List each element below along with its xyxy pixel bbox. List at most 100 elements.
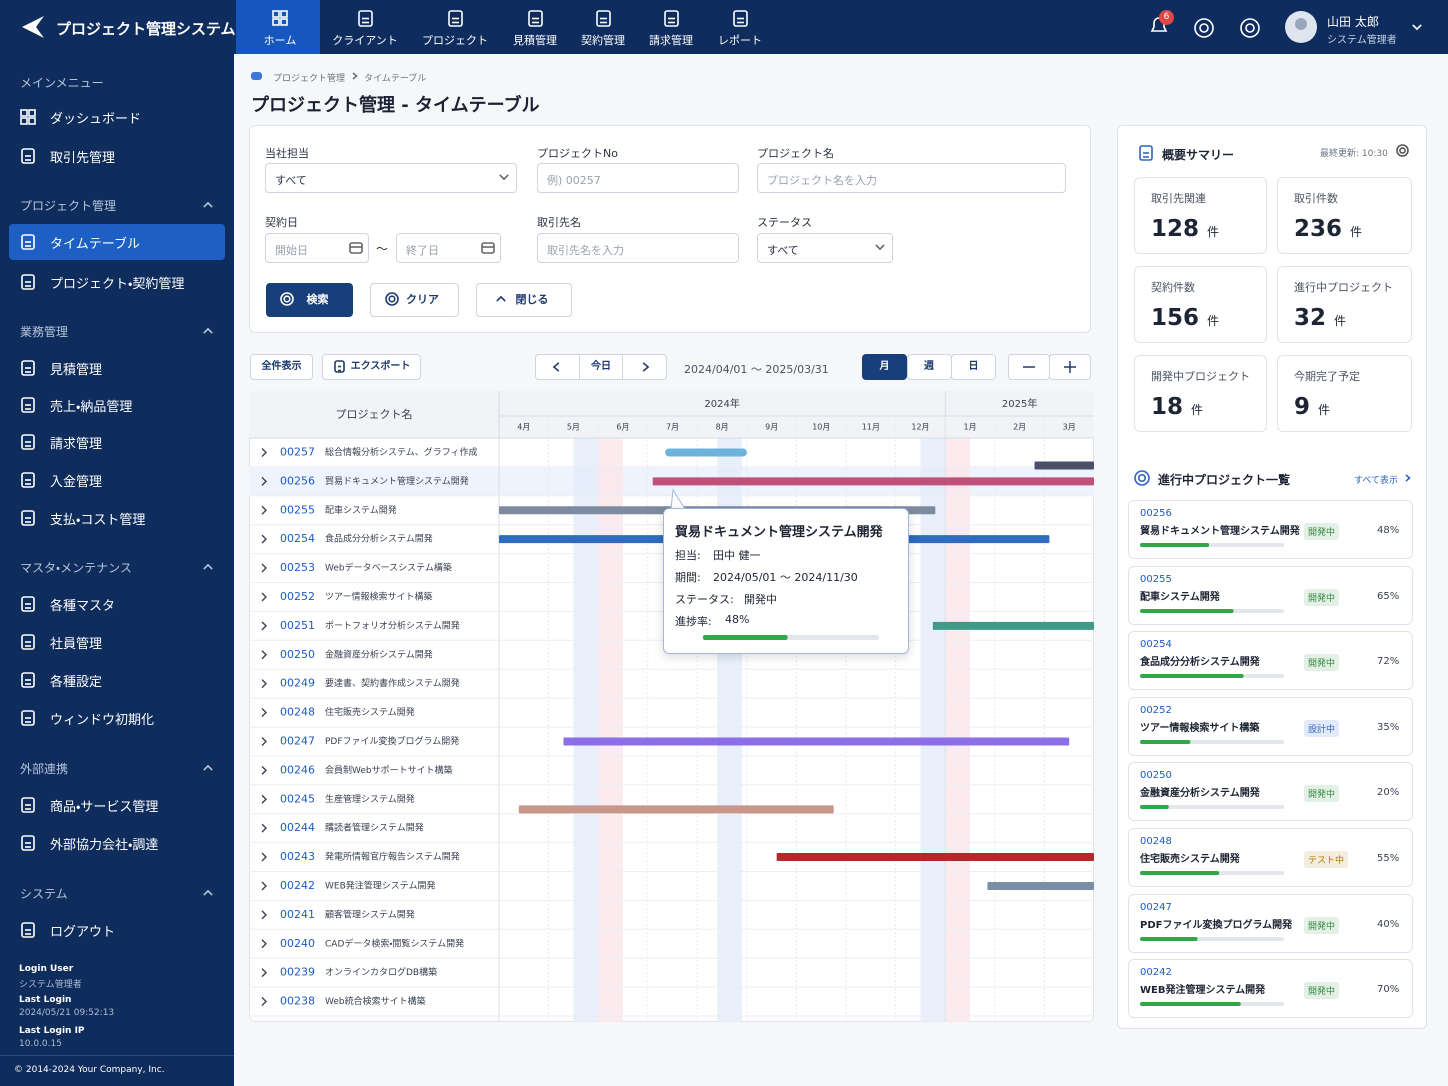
project-name: PDFファイル変換プログラム開発 [325, 735, 459, 747]
sidebar-item[interactable]: 社員管理 [50, 637, 103, 652]
button[interactable]: クリア [370, 283, 459, 317]
sidebar-item[interactable]: プロジェクト・契約管理 [50, 277, 185, 292]
icon-part [21, 672, 35, 688]
toolbar-button[interactable]: 月 [862, 354, 907, 380]
sidebar-item[interactable]: ダッシュボード [50, 112, 142, 127]
notification-badge[interactable]: 6 [1159, 10, 1174, 25]
gantt-bar [665, 448, 747, 457]
icon-part [528, 10, 543, 27]
icon-part [21, 274, 35, 290]
filter-input[interactable]: すべて [757, 233, 893, 263]
project-name: 貿易ドキュメント管理システム開発 [1140, 526, 1300, 537]
sidebar-item[interactable]: ログアウト [50, 925, 116, 940]
project-name: CADデータ検索・閲覧システム開発 [325, 937, 464, 949]
project-card[interactable]: 00256 貿易ドキュメント管理システム開発 開発中 48% [1128, 500, 1413, 559]
filter-input[interactable]: 例) 00257 [537, 163, 739, 193]
filter-input[interactable]: プロジェクト名を入力 [757, 163, 1066, 193]
sidebar-item[interactable]: 商品・サービス管理 [50, 800, 159, 815]
project-card[interactable]: 00242 WEB発注管理システム開発 開発中 70% [1128, 959, 1413, 1019]
icon-part [733, 10, 748, 27]
progress-bar [1140, 739, 1191, 744]
zoom-in[interactable] [1049, 354, 1091, 380]
icon-part [552, 362, 560, 372]
icon [733, 10, 748, 27]
toolbar-button[interactable]: 週 [906, 354, 952, 380]
month-label: 9月 [765, 423, 778, 432]
nav-tab[interactable]: 請求管理 [649, 34, 693, 47]
icon-part [1138, 474, 1147, 483]
nav-tab[interactable]: プロジェクト [422, 34, 488, 47]
project-id: 00254 [1140, 639, 1172, 651]
nav-tab[interactable]: 契約管理 [581, 34, 625, 47]
row-expand [261, 534, 267, 544]
filter-input[interactable]: 開始日 [265, 233, 369, 263]
status-pill: テスト中 [1304, 851, 1349, 868]
sidebar-item[interactable]: タイムテーブル [50, 237, 140, 252]
project-id: 00256 [280, 474, 315, 487]
nav-tab[interactable]: 見積管理 [513, 34, 557, 47]
sidebar-item[interactable]: 各種設定 [50, 675, 103, 690]
toolbar-button[interactable]: 日 [951, 354, 996, 380]
sidebar-item[interactable]: 取引先管理 [50, 151, 116, 166]
progress [1140, 871, 1284, 875]
icon-part [21, 434, 35, 450]
project-id: 00255 [280, 503, 315, 516]
project-card[interactable]: 00255 配車システム開発 開発中 65% [1128, 565, 1413, 625]
list-link[interactable]: すべて表示 [1354, 476, 1399, 486]
sidebar-item[interactable]: 各種マスタ [50, 599, 116, 614]
project-card[interactable]: 00254 食品成分分析システム開発 開発中 72% [1128, 631, 1413, 691]
sidebar-item[interactable]: 外部協力会社・調達 [50, 838, 159, 853]
nav-tab[interactable]: ホーム [263, 34, 297, 47]
gantt-bar [932, 621, 1094, 630]
project-card[interactable]: 00248 住宅販売システム開発 テスト中 55% [1128, 828, 1413, 887]
sidebar-item[interactable]: 支払・コスト管理 [50, 513, 146, 528]
icon-part [1405, 474, 1411, 482]
icon [21, 510, 35, 526]
icon [21, 274, 35, 290]
row-expand [261, 968, 267, 978]
filter-label: ステータス [757, 216, 812, 229]
nav-tab[interactable]: レポート [718, 34, 762, 47]
project-card[interactable]: 00252 ツアー情報検索サイト構築 設計中 35% [1128, 696, 1413, 756]
card-label: 取引件数 [1294, 192, 1338, 205]
toolbar-button[interactable]: 全件表示 [250, 354, 313, 380]
sidebar-footer-text: Last Login [19, 995, 72, 1005]
copyright: © 2014-2024 Your Company, Inc. [14, 1065, 165, 1075]
progress-text: 20% [1377, 787, 1400, 799]
sidebar-item[interactable]: ウィンドウ初期化 [50, 713, 155, 728]
sidebar-item[interactable]: 入金管理 [50, 475, 103, 490]
icon-part [280, 18, 288, 26]
icon [1412, 24, 1422, 31]
sidebar-active [9, 224, 225, 260]
button[interactable]: 閉じる [476, 283, 572, 317]
year-label: 2025年 [1002, 397, 1037, 410]
nav-tab[interactable]: クライアント [332, 34, 398, 47]
sidebar-section-title: 業務管理 [20, 325, 69, 339]
project-card[interactable]: 00247 PDFファイル変換プログラム開発 開発中 40% [1128, 893, 1413, 953]
row-expand [261, 476, 267, 486]
project-card[interactable]: 00250 金融資産分析システム開発 開発中 20% [1128, 762, 1413, 822]
icon-part [21, 360, 35, 376]
breadcrumb-item[interactable]: プロジェクト管理 [273, 74, 346, 84]
tooltip-pointer [670, 488, 686, 510]
filter-input[interactable]: 取引先名を入力 [537, 233, 739, 263]
sidebar-item[interactable]: 売上・納品管理 [50, 400, 133, 415]
status-pill: 設計中 [1304, 719, 1340, 737]
filter-input[interactable]: 終了日 [396, 233, 501, 263]
icon [875, 244, 885, 251]
icon [1194, 18, 1214, 38]
progress-text: 55% [1377, 853, 1400, 864]
toolbar-button[interactable]: 今日 [579, 354, 623, 380]
year-label: 2024年 [704, 397, 739, 410]
icon [352, 72, 358, 80]
sidebar-item[interactable]: 見積管理 [50, 363, 103, 378]
progress [1140, 674, 1284, 679]
sidebar-item[interactable]: 請求管理 [50, 437, 103, 452]
icon [1405, 474, 1411, 482]
row-expand [261, 736, 267, 746]
month-label: 1月 [963, 423, 976, 432]
filter-input[interactable]: すべて [265, 163, 517, 193]
icon-part [334, 360, 345, 373]
toolbar-button[interactable]: エクスポート [322, 354, 421, 380]
